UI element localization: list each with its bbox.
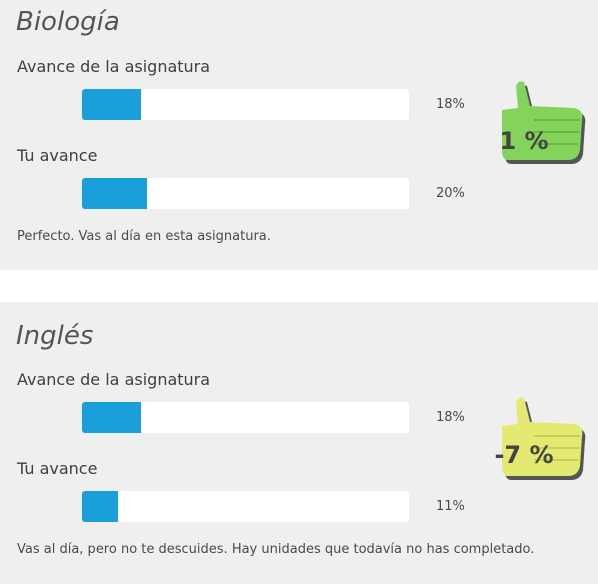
difference-value: -7 % [494,441,554,469]
your-progress-label: Tu avance [17,459,98,478]
your-progress-value: 20% [436,186,465,201]
subject-title: Inglés [16,321,94,351]
subject-progress-value: 18% [436,97,465,112]
subject-progress-bar [82,89,409,120]
subject-progress-bar [82,402,409,433]
status-message: Perfecto. Vas al día en esta asignatura. [17,229,271,244]
your-progress-bar [82,491,409,522]
thumbs-up-icon [502,81,586,164]
subject-progress-label: Avance de la asignatura [17,57,211,76]
your-progress-fill [82,491,118,522]
subject-progress-fill [82,402,141,433]
status-message: Vas al día, pero no te descuides. Hay un… [17,542,535,557]
difference-value: 1 % [499,127,549,155]
thumbs-up-icon [502,397,586,480]
subject-card-ingles: Inglés Avance de la asignatura 18% Tu av… [0,302,598,584]
subject-progress-value: 18% [436,410,465,425]
subject-title: Biología [16,7,120,37]
your-progress-bar [82,178,409,209]
subject-progress-fill [82,89,141,120]
your-progress-label: Tu avance [17,146,98,165]
subject-card-biologia: Biología Avance de la asignatura 18% Tu … [0,0,598,270]
your-progress-value: 11% [436,499,465,514]
subject-progress-label: Avance de la asignatura [17,370,211,389]
your-progress-fill [82,178,148,209]
